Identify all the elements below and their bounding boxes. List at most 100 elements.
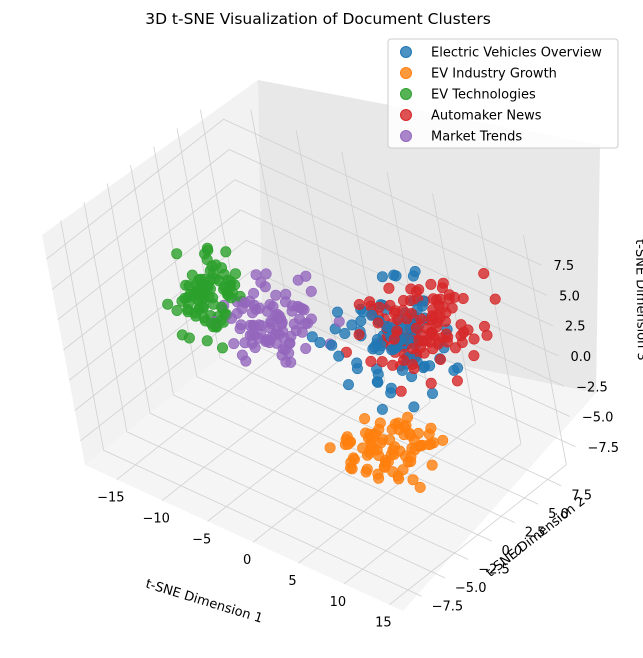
scatter-point (314, 336, 326, 348)
scatter-point (434, 353, 446, 365)
z-tick-label: 5.0 (559, 289, 580, 304)
scatter-point (326, 339, 338, 351)
scatter-point (405, 451, 417, 463)
scatter-point (218, 268, 230, 280)
z-tick-label: 2.5 (565, 320, 586, 335)
scatter-point (373, 301, 385, 313)
scatter-point (210, 259, 222, 271)
scatter-point (357, 442, 369, 454)
scatter-point (437, 301, 449, 313)
floor-pane (85, 325, 596, 611)
scatter-point (407, 474, 419, 486)
scatter-point (416, 300, 428, 312)
scatter-point (468, 333, 480, 345)
scatter-point (353, 298, 365, 310)
scatter-point (402, 411, 414, 423)
scatter-point (426, 327, 438, 339)
legend-marker (400, 88, 412, 100)
scatter-point (279, 344, 291, 356)
scatter-point (389, 305, 401, 317)
legend-label: EV Technologies (431, 88, 536, 103)
scatter-point (198, 312, 210, 324)
scatter-point (385, 382, 397, 394)
scatter-point (176, 295, 188, 307)
left-pane (42, 80, 262, 465)
scatter-point (366, 309, 378, 321)
scatter-point (247, 307, 259, 319)
scatter-point (462, 324, 474, 336)
scatter-point (405, 307, 417, 319)
scatter-point (396, 364, 408, 376)
x-tick-label: −5 (192, 532, 211, 547)
legend-label: Automaker News (431, 109, 542, 124)
scatter-point (437, 434, 449, 446)
scatter-point (208, 268, 220, 280)
scatter-point (436, 282, 448, 294)
scatter-point (347, 452, 359, 464)
scatter-point (267, 300, 279, 312)
y-tick-label: 5.0 (548, 507, 569, 522)
scatter-point (382, 456, 394, 468)
scatter-point (408, 401, 420, 413)
scatter-point (182, 306, 194, 318)
scatter-point (306, 331, 318, 343)
scatter-point (452, 362, 464, 374)
legend-marker (400, 67, 412, 79)
scatter-point (217, 342, 229, 354)
legend-label: EV Industry Growth (431, 67, 557, 82)
scatter-point (331, 306, 343, 318)
scatter-point (489, 293, 501, 305)
scatter-point (406, 343, 418, 355)
z-tick-label: 0.0 (571, 350, 592, 365)
scatter-point (227, 287, 239, 299)
scatter-point (292, 300, 304, 312)
scatter-point (186, 269, 198, 281)
scatter-point (333, 350, 345, 362)
scatter-point (203, 291, 215, 303)
scatter-point (414, 481, 426, 493)
scatter-point (292, 274, 304, 286)
legend-marker (400, 46, 412, 58)
scatter-point (201, 335, 213, 347)
scatter-point (423, 428, 435, 440)
scatter-point (228, 338, 240, 350)
y-tick-label: 0.0 (502, 544, 523, 559)
legend: Electric Vehicles Overview EV Industry Gr… (387, 38, 619, 149)
y-tick-label: 7.5 (571, 489, 592, 504)
z-tick-label: −7.5 (587, 441, 619, 456)
scatter-point (260, 334, 272, 346)
scatter-point (353, 329, 365, 341)
x-tick-label: −10 (143, 511, 170, 526)
scatter-point (305, 285, 317, 297)
scatter-point (342, 379, 354, 391)
scatter-point (449, 342, 461, 354)
scatter-point (387, 359, 399, 371)
scatter-point (248, 320, 260, 332)
scatter-point (415, 313, 427, 325)
x-axis-label: t-SNE Dimension 1 (144, 577, 265, 627)
scatter-point (248, 287, 260, 299)
legend-box (387, 38, 619, 149)
scatter-point (403, 427, 415, 439)
z-tick-label: −5.0 (582, 411, 614, 426)
back-pane (258, 80, 600, 393)
scatter-point (210, 317, 222, 329)
scatter-point (359, 413, 371, 425)
scatter-point (219, 308, 231, 320)
scatter-point (339, 327, 351, 339)
scatter-point (255, 276, 267, 288)
scatter-point (431, 294, 443, 306)
legend-label: Electric Vehicles Overview (431, 46, 602, 61)
scatter-point (371, 363, 383, 375)
x-tick-label: 5 (288, 574, 296, 589)
legend-marker (400, 130, 412, 142)
scatter-point (372, 317, 384, 329)
scatter-point (372, 468, 384, 480)
scatter-point (427, 303, 439, 315)
scatter-point (361, 463, 373, 475)
scatter-point (300, 342, 312, 354)
scatter-point (171, 248, 183, 260)
scatter-point (376, 403, 388, 415)
y-tick-label: −2.5 (478, 562, 510, 577)
scatter-point (230, 268, 242, 280)
